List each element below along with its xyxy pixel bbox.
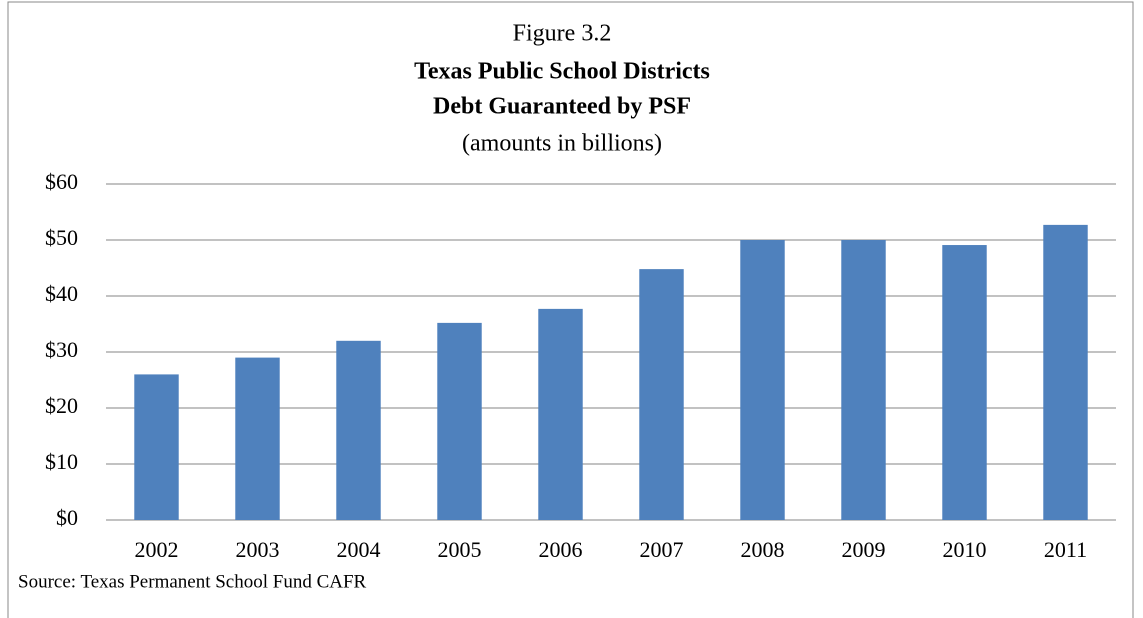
chart-title: Figure 3.2: [513, 21, 612, 47]
y-tick-label: $30: [45, 337, 78, 362]
source-note: Source: Texas Permanent School Fund CAFR: [18, 571, 367, 592]
x-tick-label: 2007: [640, 537, 684, 562]
y-tick-label: $0: [56, 505, 78, 530]
bar: [538, 308, 583, 520]
bar: [841, 240, 886, 520]
x-tick-label: 2002: [135, 537, 179, 562]
x-tick-label: 2006: [539, 537, 583, 562]
chart-subtitle: Debt Guaranteed by PSF: [433, 94, 691, 120]
bar: [437, 322, 482, 520]
bar: [1043, 224, 1088, 520]
bar: [134, 374, 179, 520]
bar: [942, 245, 987, 521]
bar: [235, 357, 280, 520]
y-tick-label: $40: [45, 281, 78, 306]
bar: [740, 240, 785, 520]
bar: [639, 269, 684, 520]
frame: [7, 1, 1134, 618]
chart-subtitle: Texas Public School Districts: [414, 59, 710, 85]
x-tick-label: 2008: [741, 537, 785, 562]
x-tick-label: 2010: [943, 537, 987, 562]
x-tick-label: 2009: [842, 537, 886, 562]
y-tick-label: $10: [45, 449, 78, 474]
y-tick-label: $50: [45, 225, 78, 250]
x-tick-label: 2011: [1044, 537, 1087, 562]
y-tick-label: $60: [45, 169, 78, 194]
chart-note: (amounts in billions): [462, 131, 662, 157]
bar: [336, 340, 381, 520]
y-tick-label: $20: [45, 393, 78, 418]
x-tick-label: 2004: [337, 537, 381, 562]
x-tick-label: 2005: [438, 537, 482, 562]
x-tick-label: 2003: [236, 537, 280, 562]
